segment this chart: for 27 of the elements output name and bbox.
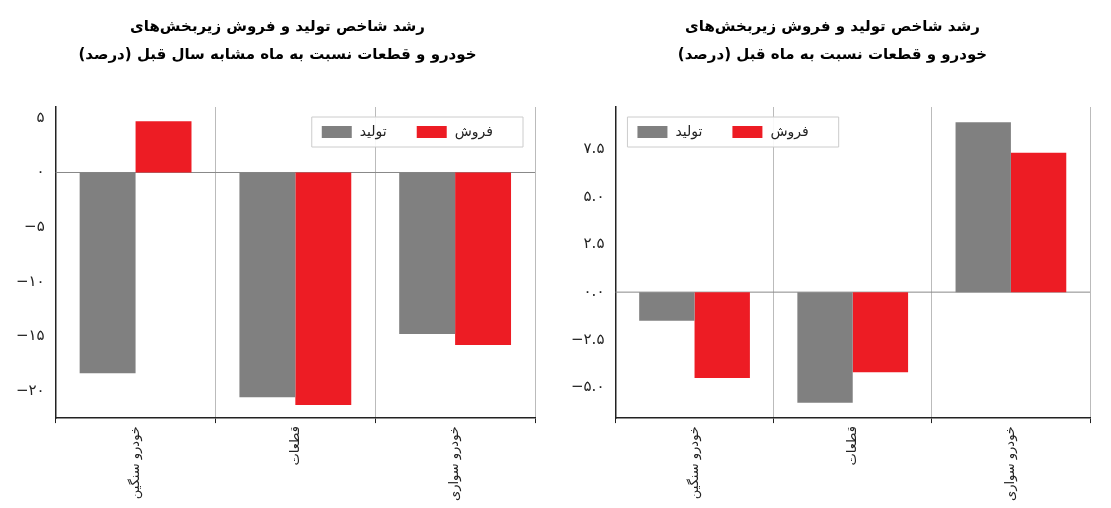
legend-label: تولید <box>359 122 387 140</box>
x-tick-label: قطعات <box>844 426 860 466</box>
y-tick-label: −۵.۰ <box>571 377 605 396</box>
y-tick-label: ۰.۰ <box>583 282 605 301</box>
y-tick-label: −۲.۵ <box>571 329 605 348</box>
y-tick-label: ۵.۰ <box>583 186 605 205</box>
bar <box>694 292 750 379</box>
y-tick-label: −۱۰ <box>15 271 45 290</box>
x-tick-label: خودرو سواری <box>1002 426 1019 501</box>
x-tick-label: قطعات <box>286 426 302 466</box>
x-tick-label: خودرو سنگین <box>126 426 143 500</box>
chart-title: رشد شاخص تولید و فروش زیربخش‌های خودرو و قطعات نسبت به ماه مشابه سال قبل (درصد) <box>77 16 478 65</box>
y-tick-label: −۱۵ <box>15 326 45 345</box>
y-tick-label: ۰ <box>36 162 45 181</box>
y-tick-label: −۲۰ <box>15 380 45 399</box>
y-tick-label: ۲.۵ <box>583 234 605 253</box>
x-tick-label: خودرو سنگین <box>685 426 702 500</box>
legend-label: فروش <box>770 122 809 140</box>
y-tick-label: −۵ <box>24 216 45 235</box>
bar <box>852 292 909 373</box>
legend-label: فروش <box>454 122 494 140</box>
legend-label: تولید <box>675 122 703 140</box>
bar <box>1010 152 1067 293</box>
y-tick-label: ۷.۵ <box>583 138 605 157</box>
y-tick-label: ۵ <box>36 107 45 126</box>
chart-title: رشد شاخص تولید و فروش زیربخش‌های خودرو و قطعات نسبت به ماه قبل (درصد) <box>676 16 989 65</box>
x-tick-label: خودرو سواری <box>446 426 463 501</box>
